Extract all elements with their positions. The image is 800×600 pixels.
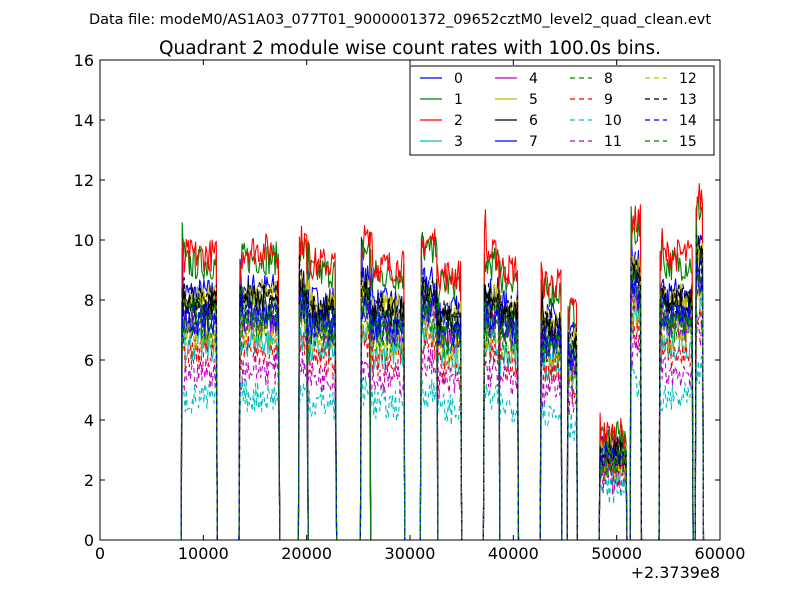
- legend-label-3: 3: [454, 134, 463, 150]
- legend-label-7: 7: [529, 134, 538, 150]
- legend-label-10: 10: [604, 113, 622, 129]
- legend-label-1: 1: [454, 92, 463, 108]
- x-tick-label: 40000: [488, 544, 539, 563]
- legend-frame: [409, 65, 715, 156]
- x-tick-label: 50000: [591, 544, 642, 563]
- y-tick-label: 16: [74, 51, 94, 70]
- legend-label-2: 2: [454, 113, 463, 129]
- legend-label-6: 6: [529, 113, 538, 129]
- legend-label-11: 11: [604, 134, 622, 150]
- legend-label-4: 4: [529, 71, 538, 87]
- series-line-10: [100, 356, 720, 541]
- x-tick-label: 10000: [178, 544, 229, 563]
- legend-label-15: 15: [679, 134, 697, 150]
- x-tick-label: 20000: [281, 544, 332, 563]
- y-tick-label: 10: [74, 231, 94, 250]
- legend-label-9: 9: [604, 92, 613, 108]
- x-offset-label: +2.3739e8: [631, 563, 720, 582]
- x-tick-label: 60000: [695, 544, 746, 563]
- legend-label-13: 13: [679, 92, 697, 108]
- figure-suptitle: Data file: modeM0/AS1A03_077T01_90000013…: [89, 12, 711, 28]
- y-tick-label: 6: [84, 351, 94, 370]
- chart-title: Quadrant 2 module wise count rates with …: [159, 38, 661, 59]
- legend-label-12: 12: [679, 71, 697, 87]
- y-tick-label: 2: [84, 471, 94, 490]
- x-tick-label: 0: [95, 544, 105, 563]
- y-tick-label: 0: [84, 531, 94, 550]
- y-tick-label: 8: [84, 291, 94, 310]
- ticks-layer: 0 10000 20000 30000 40000 50000 60000024681012…: [74, 51, 746, 563]
- legend-label-8: 8: [604, 71, 613, 87]
- x-tick-label: 30000: [385, 544, 436, 563]
- legend-label-5: 5: [529, 92, 538, 108]
- legend-label-0: 0: [454, 71, 463, 87]
- legend-label-14: 14: [679, 113, 697, 129]
- y-tick-label: 14: [74, 111, 94, 130]
- y-tick-label: 12: [74, 171, 94, 190]
- series-line-15: [100, 276, 720, 541]
- y-tick-label: 4: [84, 411, 94, 430]
